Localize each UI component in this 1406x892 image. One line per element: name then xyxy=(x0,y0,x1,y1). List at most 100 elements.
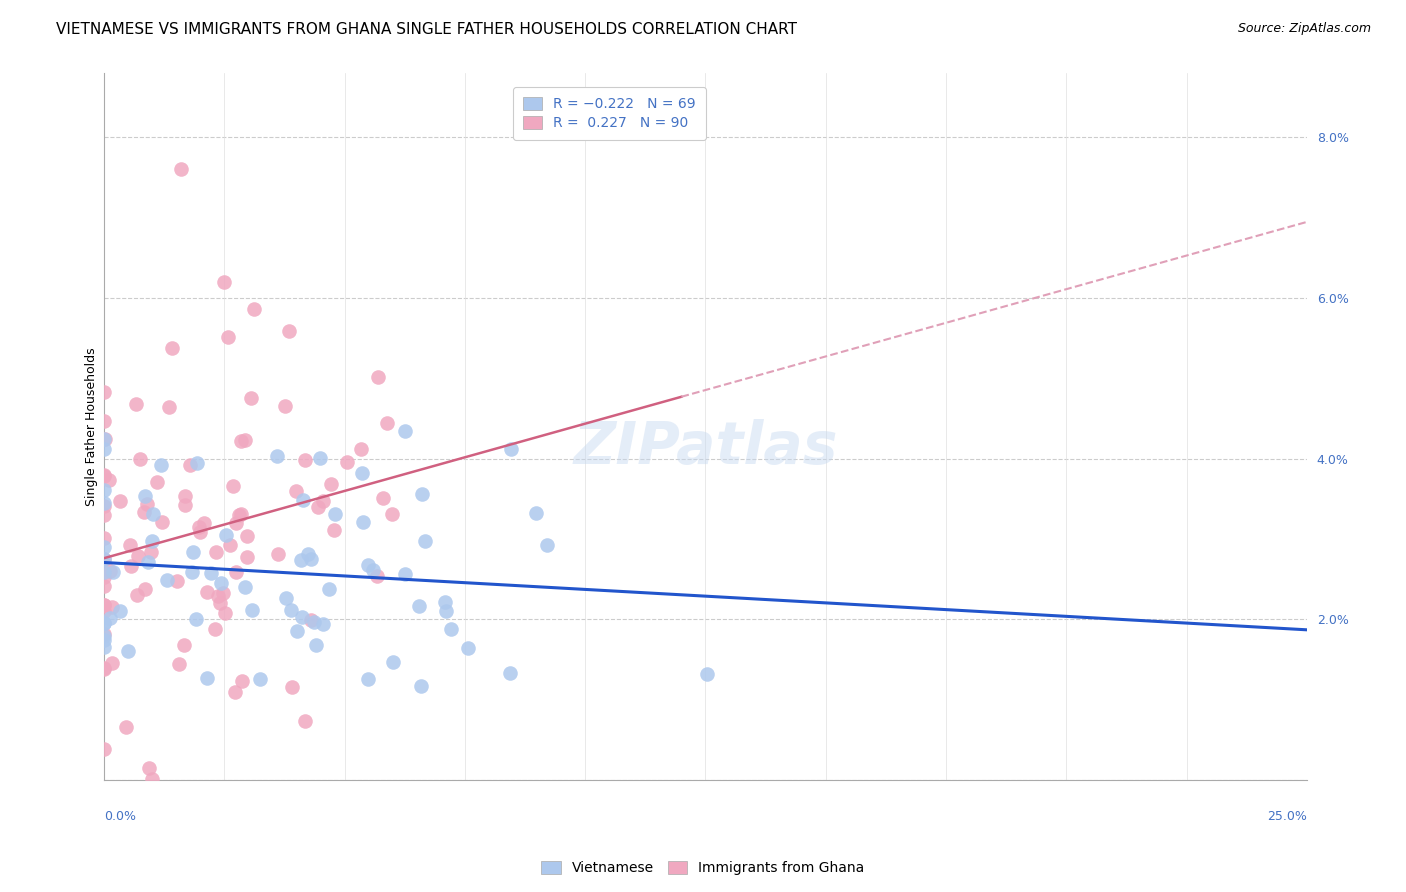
Point xyxy=(240,603,263,617)
Point xyxy=(225,516,247,530)
Point xyxy=(267,547,290,561)
Point xyxy=(280,603,302,617)
Point xyxy=(93,565,115,579)
Point xyxy=(381,507,404,521)
Point xyxy=(150,515,173,529)
Point xyxy=(277,324,299,338)
Point xyxy=(204,623,226,637)
Point xyxy=(181,545,204,559)
Legend: Vietnamese, Immigrants from Ghana: Vietnamese, Immigrants from Ghana xyxy=(536,855,870,880)
Point xyxy=(93,432,115,446)
Point xyxy=(93,540,115,554)
Point xyxy=(243,302,266,317)
Point xyxy=(274,591,297,606)
Point xyxy=(222,479,245,493)
Point xyxy=(93,508,115,523)
Point xyxy=(101,656,124,670)
Point xyxy=(93,570,115,584)
Text: 0.0%: 0.0% xyxy=(104,811,136,823)
Point xyxy=(93,414,115,428)
Point xyxy=(366,569,388,583)
Point xyxy=(150,458,173,472)
Point xyxy=(93,551,115,566)
Point xyxy=(173,638,195,652)
Point xyxy=(186,456,208,470)
Point xyxy=(236,528,259,542)
Point xyxy=(312,494,335,508)
Point xyxy=(127,588,149,602)
Point xyxy=(173,499,195,513)
Point xyxy=(134,582,156,596)
Point xyxy=(274,399,297,413)
Point xyxy=(188,524,211,539)
Point xyxy=(382,655,405,669)
Point xyxy=(361,563,384,577)
Point xyxy=(308,450,330,465)
Point xyxy=(141,534,163,549)
Point xyxy=(117,644,139,658)
Point xyxy=(411,487,433,501)
Point xyxy=(128,452,150,467)
Point xyxy=(108,605,131,619)
Point xyxy=(375,417,398,431)
Point xyxy=(291,493,314,508)
Point xyxy=(394,424,416,438)
Point xyxy=(208,596,231,610)
Y-axis label: Single Father Households: Single Father Households xyxy=(86,347,98,506)
Point xyxy=(93,632,115,647)
Point xyxy=(94,432,117,446)
Point xyxy=(135,497,157,511)
Point xyxy=(301,613,323,627)
Point xyxy=(371,491,394,505)
Point xyxy=(394,566,416,581)
Point xyxy=(312,617,335,632)
Point xyxy=(349,442,371,457)
Point xyxy=(499,665,522,680)
Point xyxy=(98,564,121,578)
Point xyxy=(166,574,188,588)
Point xyxy=(93,616,115,631)
Point xyxy=(146,475,169,489)
Point xyxy=(536,538,558,552)
Point xyxy=(207,590,229,604)
Point xyxy=(524,507,547,521)
Point xyxy=(142,507,165,521)
Text: ZIPatlas: ZIPatlas xyxy=(574,419,838,476)
Point xyxy=(224,685,246,699)
Point xyxy=(93,616,115,631)
Point xyxy=(93,640,115,655)
Point xyxy=(323,523,346,537)
Point xyxy=(141,772,163,786)
Point xyxy=(236,549,259,564)
Point xyxy=(127,549,149,563)
Text: 25.0%: 25.0% xyxy=(1267,811,1308,823)
Text: VIETNAMESE VS IMMIGRANTS FROM GHANA SINGLE FATHER HOUSEHOLDS CORRELATION CHART: VIETNAMESE VS IMMIGRANTS FROM GHANA SING… xyxy=(56,22,797,37)
Point xyxy=(225,566,247,580)
Point xyxy=(93,442,115,456)
Point xyxy=(215,527,238,541)
Point xyxy=(297,547,319,561)
Point xyxy=(409,679,432,693)
Point xyxy=(212,586,235,600)
Point xyxy=(204,545,226,559)
Point xyxy=(285,484,308,499)
Point xyxy=(217,330,239,344)
Point xyxy=(291,610,314,624)
Point xyxy=(159,400,181,414)
Point xyxy=(200,566,222,581)
Point xyxy=(219,538,242,552)
Point xyxy=(323,507,346,521)
Point xyxy=(302,615,325,629)
Point xyxy=(356,558,378,573)
Point xyxy=(408,599,430,613)
Point xyxy=(93,598,115,612)
Point xyxy=(98,610,121,624)
Point xyxy=(93,384,115,399)
Point xyxy=(294,453,316,467)
Point xyxy=(195,671,218,685)
Point xyxy=(352,515,374,529)
Point xyxy=(98,473,121,487)
Point xyxy=(93,531,115,545)
Point xyxy=(290,553,312,567)
Point xyxy=(231,508,253,522)
